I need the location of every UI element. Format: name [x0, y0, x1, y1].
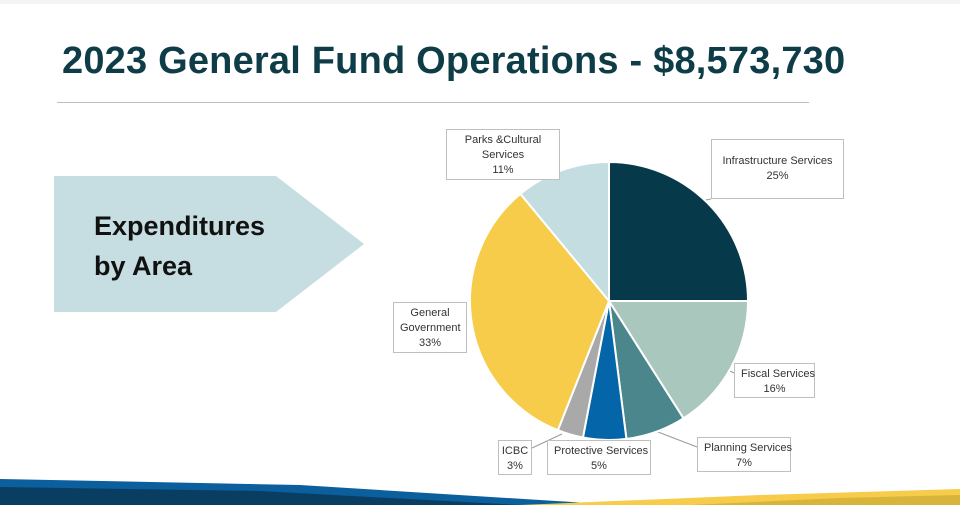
label-fiscal-services: Fiscal Services 16% [734, 363, 815, 398]
title-divider [57, 102, 809, 103]
slice-fiscal-services [608, 300, 749, 420]
label-general-government: General Government 33% [393, 302, 467, 353]
callout-text: Expenditures by Area [94, 206, 314, 286]
slice-general-government [469, 192, 610, 432]
slice-infrastructure-services [608, 161, 749, 302]
label-infrastructure-services-name: Infrastructure Services [722, 155, 833, 167]
footer-swoosh [0, 479, 960, 505]
callout-arrow-shape [54, 176, 364, 312]
callout-line-2: by Area [94, 251, 193, 281]
label-icbc-name: ICBC [501, 445, 529, 457]
label-protective-services-value: 5% [591, 460, 607, 472]
leader-line [657, 431, 698, 448]
slide-title: 2023 General Fund Operations - $8,573,73… [62, 40, 846, 82]
label-general-government-name: General Government [400, 307, 461, 334]
label-planning-services: Planning Services 7% [697, 437, 793, 472]
label-protective-services-name: Protective Services [554, 445, 649, 457]
label-parks-cultural-services-name: Parks &Cultural Services [464, 134, 542, 161]
label-parks-cultural-services: Parks &Cultural Services 11% [446, 129, 560, 180]
label-general-government-value: 33% [418, 337, 442, 349]
top-strip [0, 0, 960, 4]
label-fiscal-services-name: Fiscal Services [741, 368, 815, 380]
label-icbc: ICBC 3% [498, 440, 532, 475]
callout-line-1: Expenditures [94, 211, 266, 241]
label-planning-services-value: 7% [736, 457, 752, 469]
label-infrastructure-services: Infrastructure Services 25% [711, 139, 844, 199]
label-fiscal-services-value: 16% [763, 383, 786, 395]
label-parks-cultural-services-value: 11% [492, 164, 514, 176]
slice-parks-cultural-services [519, 161, 610, 302]
label-protective-services: Protective Services 5% [547, 440, 651, 475]
label-planning-services-name: Planning Services [704, 442, 793, 454]
pie-slices [469, 161, 749, 441]
label-icbc-value: 3% [507, 460, 523, 472]
label-infrastructure-services-value: 25% [766, 170, 789, 182]
